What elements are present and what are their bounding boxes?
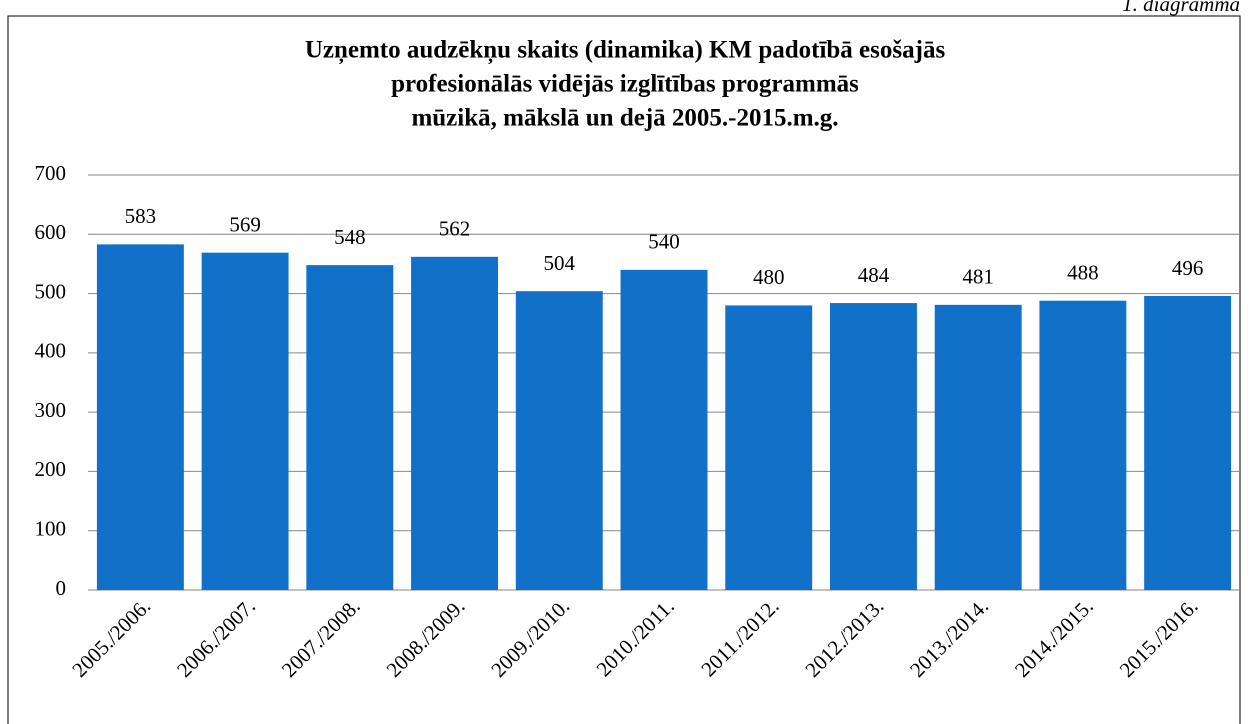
bar — [829, 303, 917, 590]
y-tick-label: 0 — [56, 576, 67, 600]
bar — [306, 265, 394, 590]
x-tick-label: 2006./2007. — [172, 594, 260, 682]
y-tick-label: 300 — [35, 398, 67, 422]
bar — [1144, 295, 1232, 590]
data-label: 504 — [544, 251, 576, 275]
chart-title: mūzikā, mākslā un dejā 2005.-2015.m.g. — [411, 105, 838, 132]
x-tick-label: 2012./2013. — [800, 594, 888, 682]
data-label: 540 — [648, 230, 680, 254]
data-label: 496 — [1172, 256, 1204, 280]
x-tick-label: 2005./2006. — [67, 594, 155, 682]
bar — [1039, 300, 1127, 590]
x-tick-label: 2009./2010. — [486, 594, 574, 682]
y-tick-label: 100 — [35, 517, 67, 541]
x-tick-label: 2015./2016. — [1115, 594, 1203, 682]
data-label: 488 — [1067, 260, 1099, 284]
bar — [515, 291, 603, 590]
y-tick-label: 200 — [35, 457, 67, 481]
annotation: 1. diagramma — [1122, 0, 1240, 16]
bar — [725, 305, 813, 590]
chart-title: profesionālās vidējās izglītības program… — [391, 71, 859, 98]
y-tick-label: 500 — [35, 279, 67, 303]
bar — [411, 256, 499, 590]
data-label: 481 — [962, 265, 994, 289]
chart-border — [7, 15, 1241, 724]
bar — [934, 304, 1022, 590]
x-tick-label: 2014./2015. — [1010, 594, 1098, 682]
data-label: 569 — [229, 212, 261, 236]
x-tick-label: 2011./2012. — [696, 594, 783, 681]
chart-title: Uzņemto audzēkņu skaits (dinamika) KM pa… — [305, 37, 946, 65]
data-label: 583 — [125, 204, 157, 228]
data-label: 562 — [439, 217, 471, 241]
x-tick-label: 2008./2009. — [382, 594, 470, 682]
data-label: 480 — [753, 265, 785, 289]
bar — [96, 244, 184, 590]
y-tick-label: 400 — [35, 339, 67, 363]
x-tick-label: 2013./2014. — [905, 594, 993, 682]
bar — [201, 252, 289, 590]
bar — [620, 269, 708, 590]
data-label: 484 — [858, 263, 890, 287]
x-tick-label: 2007./2008. — [277, 594, 365, 682]
y-tick-label: 700 — [35, 161, 67, 185]
x-tick-label: 2010./2011. — [592, 594, 679, 681]
data-label: 548 — [334, 225, 366, 249]
y-tick-label: 600 — [35, 220, 67, 244]
